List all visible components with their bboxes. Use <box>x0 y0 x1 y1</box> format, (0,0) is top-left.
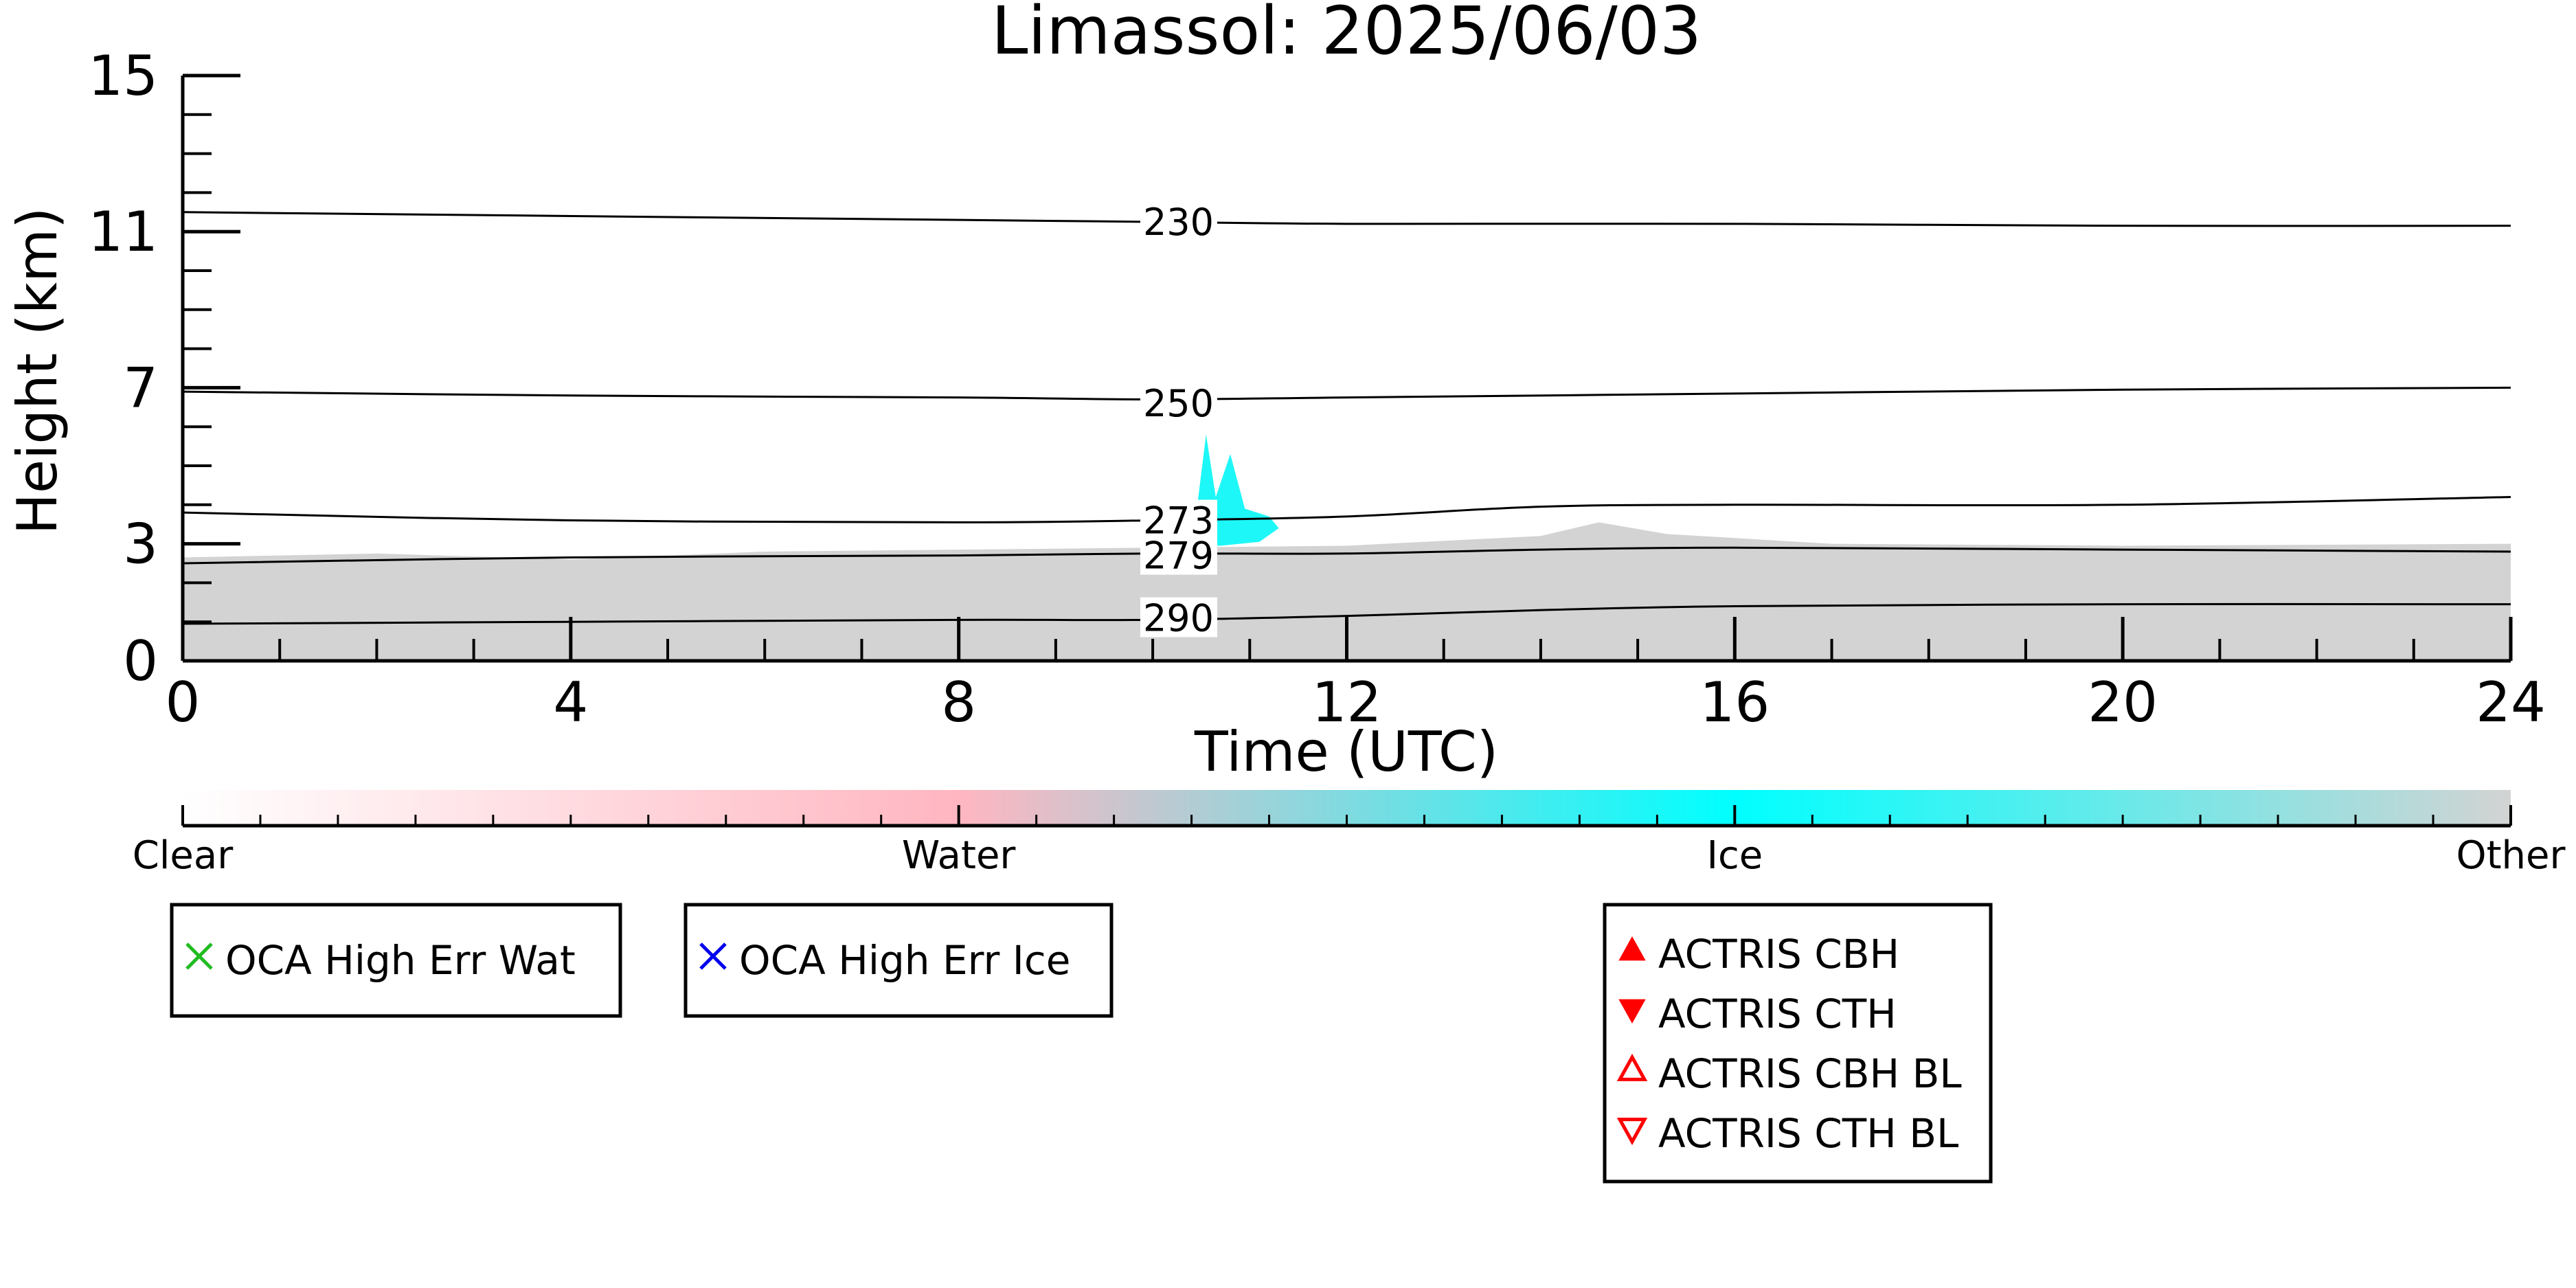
legend-item: ACTRIS CTH <box>1618 991 1897 1037</box>
legend-marker-triangle-up-filled <box>1618 936 1646 961</box>
legend-item: OCA High Err Ice <box>699 937 1070 984</box>
y-tick-label: 11 <box>88 200 158 264</box>
contour-line-279 <box>182 546 2511 565</box>
legend-item-label: ACTRIS CTH <box>1658 991 1897 1037</box>
legend-item: ACTRIS CTH BL <box>1616 1110 1958 1157</box>
legend-item-label: ACTRIS CBH <box>1658 931 1899 978</box>
contour-label-bg-290 <box>1140 597 1217 637</box>
colorbar-label-ice: Ice <box>1706 833 1763 878</box>
y-axis-label: Height (km) <box>5 207 69 535</box>
contour-label-bg-250 <box>1140 383 1217 423</box>
legend-item-label: OCA High Err Wat <box>225 937 576 984</box>
legend-box <box>170 903 622 1018</box>
contour-label-bg-230 <box>1140 201 1217 241</box>
x-tick-label: 12 <box>1312 670 1382 734</box>
legend-item: OCA High Err Wat <box>185 937 576 984</box>
contour-line-230 <box>182 211 2511 227</box>
x-tick-label: 0 <box>166 670 201 734</box>
y-tick-label: 15 <box>88 44 158 108</box>
legend-marker-x <box>185 942 213 970</box>
legend: OCA High Err Wat OCA High Err Ice ACTRIS C… <box>170 903 1993 1184</box>
contour-label-279: 279 <box>1143 534 1214 578</box>
contour-line-290 <box>182 602 2511 625</box>
legend-item-label: ACTRIS CBH BL <box>1658 1050 1962 1097</box>
legend-item-label: OCA High Err Ice <box>739 937 1070 984</box>
y-tick-label: 7 <box>123 356 158 420</box>
contour-line-250 <box>182 386 2511 400</box>
x-axis-label: Time (UTC) <box>1194 720 1498 784</box>
contour-label-290: 290 <box>1143 597 1214 640</box>
colorbar-label-water: Water <box>902 833 1017 878</box>
y-tick-label: 3 <box>123 512 158 576</box>
chart-title: Limassol: 2025/06/03 <box>991 0 1702 69</box>
colorbar-label-other: Other <box>2456 833 2566 878</box>
legend-marker-triangle-up-open <box>1616 1053 1648 1081</box>
legend-marker-triangle-down-filled <box>1618 999 1646 1024</box>
contour-line-273 <box>182 495 2511 523</box>
x-tick-label: 24 <box>2476 670 2546 734</box>
legend-item: ACTRIS CBH <box>1618 931 1899 978</box>
x-tick-label: 8 <box>941 670 976 734</box>
x-tick-label: 4 <box>553 670 588 734</box>
legend-box <box>683 903 1114 1018</box>
legend-item-label: ACTRIS CTH BL <box>1658 1110 1958 1157</box>
x-tick-label: 16 <box>1699 670 1770 734</box>
colorbar: Clear Water Ice Other <box>133 790 2566 878</box>
x-tick-label: 20 <box>2088 670 2158 734</box>
contour-label-230: 230 <box>1143 201 1214 244</box>
contour-label-250: 250 <box>1143 382 1214 425</box>
contour-label-bg-273 <box>1140 499 1217 540</box>
colorbar-label-clear: Clear <box>133 833 234 878</box>
y-tick-label: 0 <box>123 629 158 693</box>
legend-marker-x <box>699 942 727 970</box>
legend-item: ACTRIS CBH BL <box>1616 1050 1962 1097</box>
legend-box <box>1603 903 1993 1184</box>
axes: 0 4 8 12 16 20 24 0 3 7 11 15 <box>88 44 2546 734</box>
legend-marker-triangle-down-open <box>1616 1118 1648 1146</box>
contour-label-bg-279 <box>1140 534 1217 575</box>
